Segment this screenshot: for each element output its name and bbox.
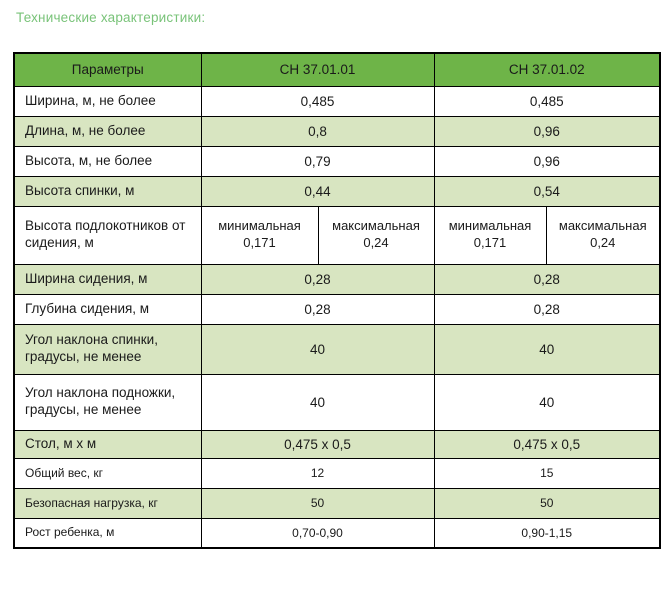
table-row: Угол наклона подножки, градусы, не менее… — [13, 373, 661, 431]
subvalue-cell: минимальная 0,171 — [200, 205, 319, 265]
param-label: Высота, м, не более — [13, 145, 202, 177]
subvalue-number: 0,24 — [590, 235, 616, 250]
param-label: Общий вес, кг — [13, 457, 202, 489]
value-cell: 40 — [200, 373, 435, 431]
value-cell: 40 — [200, 323, 435, 375]
table-row: Ширина сидения, м 0,28 0,28 — [13, 263, 661, 295]
value-cell: 0,485 — [433, 85, 661, 117]
table-row: Безопасная нагрузка, кг 50 50 — [13, 487, 661, 519]
value-cell: 0,28 — [433, 293, 661, 325]
param-label: Высота подлокотников от сидения, м — [13, 205, 202, 265]
subvalue-cell: максимальная 0,24 — [545, 205, 661, 265]
value-cell: 0,485 — [200, 85, 435, 117]
subvalue-cell: минимальная 0,171 — [433, 205, 547, 265]
subvalue-cell: максимальная 0,24 — [317, 205, 435, 265]
subvalue-number: 0,171 — [473, 235, 507, 250]
param-label: Стол, м х м — [13, 429, 202, 459]
param-label: Глубина сидения, м — [13, 293, 202, 325]
param-label: Высота спинки, м — [13, 175, 202, 207]
value-cell: 0,28 — [200, 293, 435, 325]
value-cell: 0,79 — [200, 145, 435, 177]
param-label: Угол наклона подножки, градусы, не менее — [13, 373, 202, 431]
value-cell: 12 — [200, 457, 435, 489]
param-label: Ширина, м, не более — [13, 85, 202, 117]
table-row: Общий вес, кг 12 15 — [13, 457, 661, 489]
value-cell: 50 — [433, 487, 661, 519]
value-cell: 0,96 — [433, 145, 661, 177]
value-cell: 0,44 — [200, 175, 435, 207]
value-cell: 0,475 х 0,5 — [200, 429, 435, 459]
value-cell: 40 — [433, 373, 661, 431]
table-header: Параметры СН 37.01.01 СН 37.01.02 — [13, 52, 661, 87]
value-cell: 0,90-1,15 — [433, 517, 661, 549]
header-cell-model2: СН 37.01.02 — [433, 52, 661, 87]
table-row: Рост ребенка, м 0,70-0,90 0,90-1,15 — [13, 517, 661, 549]
param-label: Ширина сидения, м — [13, 263, 202, 295]
table-row: Высота спинки, м 0,44 0,54 — [13, 175, 661, 207]
value-cell: 0,70-0,90 — [200, 517, 435, 549]
subvalue-number: 0,171 — [243, 235, 276, 250]
value-cell: 0,96 — [433, 115, 661, 147]
table-row: Длина, м, не более 0,8 0,96 — [13, 115, 661, 147]
value-cell: 50 — [200, 487, 435, 519]
header-cell-parameters: Параметры — [13, 52, 202, 87]
value-cell: 0,54 — [433, 175, 661, 207]
table-row-armrests: Высота подлокотников от сидения, м миним… — [13, 205, 661, 265]
subvalue-label: минимальная — [218, 218, 301, 234]
table-row: Ширина, м, не более 0,485 0,485 — [13, 85, 661, 117]
specifications-table: Параметры СН 37.01.01 СН 37.01.02 Ширина… — [13, 52, 661, 549]
subvalue-label: максимальная — [558, 218, 647, 234]
param-label: Безопасная нагрузка, кг — [13, 487, 202, 519]
value-cell: 40 — [433, 323, 661, 375]
header-cell-model1: СН 37.01.01 — [200, 52, 435, 87]
subvalue-label: минимальная — [448, 218, 532, 234]
header-row: Параметры СН 37.01.01 СН 37.01.02 — [13, 52, 661, 87]
subvalue-number: 0,24 — [363, 235, 389, 250]
value-cell: 0,28 — [433, 263, 661, 295]
table-row: Угол наклона спинки, градусы, не менее 4… — [13, 323, 661, 375]
value-cell: 0,28 — [200, 263, 435, 295]
value-cell: 15 — [433, 457, 661, 489]
value-cell: 0,475 х 0,5 — [433, 429, 661, 459]
value-cell: 0,8 — [200, 115, 435, 147]
table-row: Высота, м, не более 0,79 0,96 — [13, 145, 661, 177]
param-label: Угол наклона спинки, градусы, не менее — [13, 323, 202, 375]
page-title: Технические характеристики: — [16, 10, 206, 25]
param-label: Рост ребенка, м — [13, 517, 202, 549]
subvalue-label: максимальная — [332, 218, 420, 234]
param-label: Длина, м, не более — [13, 115, 202, 147]
table-row: Глубина сидения, м 0,28 0,28 — [13, 293, 661, 325]
table-row: Стол, м х м 0,475 х 0,5 0,475 х 0,5 — [13, 429, 661, 459]
